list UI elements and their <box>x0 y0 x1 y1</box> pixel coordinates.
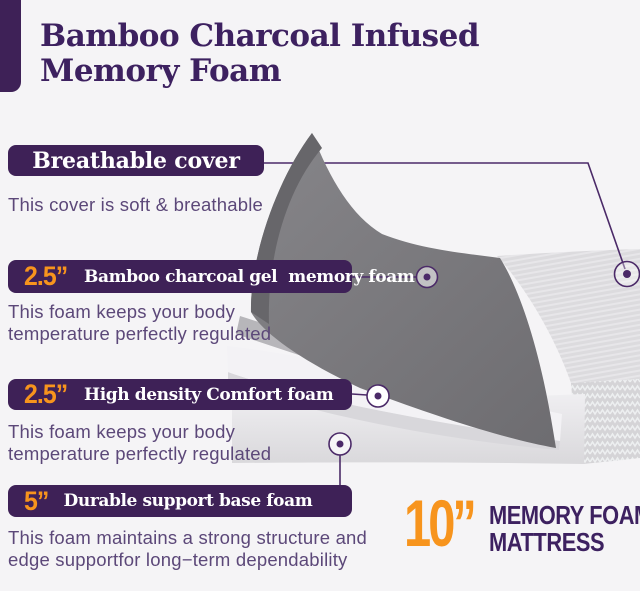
connector-breathable-cover <box>264 162 626 270</box>
marker-breathable-cover <box>613 260 640 288</box>
marker-comfort-foam <box>351 384 390 408</box>
banner-comfort-foam-label: High density Comfort foam <box>84 384 334 405</box>
description-base-foam: This foam maintains a strong structure a… <box>8 527 367 570</box>
banner-base-foam-label: Durable support base foam <box>63 491 313 511</box>
banner-memory-foam-label: Bamboo charcoal gel memory foam <box>84 266 415 287</box>
corner-accent-bar <box>0 0 21 92</box>
mattress-type-line1: MEMORY FOAM <box>489 500 640 530</box>
description-line: This foam maintains a strong structure a… <box>8 527 368 548</box>
memory-foam-layer <box>250 133 557 448</box>
page-title-line2: Memory Foam <box>40 53 282 89</box>
description-line: temperature perfectly regulated <box>8 322 272 344</box>
comfort-foam-shadow <box>228 372 560 450</box>
description-line: This foam keeps your body <box>8 421 236 442</box>
banner-base-foam: 5” Durable support base foam <box>8 485 352 517</box>
description-line: This foam keeps your body <box>8 301 236 322</box>
mattress-type-line2: MATTRESS <box>489 527 605 557</box>
description-line: edge supportfor long−term dependability <box>8 548 348 570</box>
mattress-total-thickness: 10” <box>404 486 477 560</box>
banner-breathable-cover: Breathable cover <box>8 145 264 176</box>
page-title-line1: Bamboo Charcoal Infused <box>40 18 480 54</box>
description-line: This cover is soft & breathable <box>8 194 264 215</box>
layer-thickness-badge: 2.5” <box>24 261 68 291</box>
description-memory-foam: This foam keeps your body temperature pe… <box>8 301 271 344</box>
cover-top-fabric <box>497 249 640 383</box>
description-comfort-foam: This foam keeps your body temperature pe… <box>8 421 271 464</box>
banner-memory-foam: 2.5” Bamboo charcoal gel memory foam <box>8 260 415 293</box>
page-title: Bamboo Charcoal Infused Memory Foam <box>40 18 480 89</box>
mattress-type-label: MEMORY FOAM MATTRESS <box>489 502 640 556</box>
description-line: temperature perfectly regulated <box>8 442 272 464</box>
layer-thickness-badge: 2.5” <box>24 379 68 409</box>
banner-comfort-foam: 2.5” High density Comfort foam <box>8 379 352 410</box>
description-breathable-cover: This cover is soft & breathable <box>8 194 263 216</box>
layer-thickness-badge: 5” <box>24 485 49 516</box>
marker-base-foam <box>328 432 352 487</box>
marker-memory-foam <box>352 265 439 289</box>
banner-breathable-cover-label: Breathable cover <box>32 147 240 174</box>
cover-side-fabric <box>571 379 640 464</box>
